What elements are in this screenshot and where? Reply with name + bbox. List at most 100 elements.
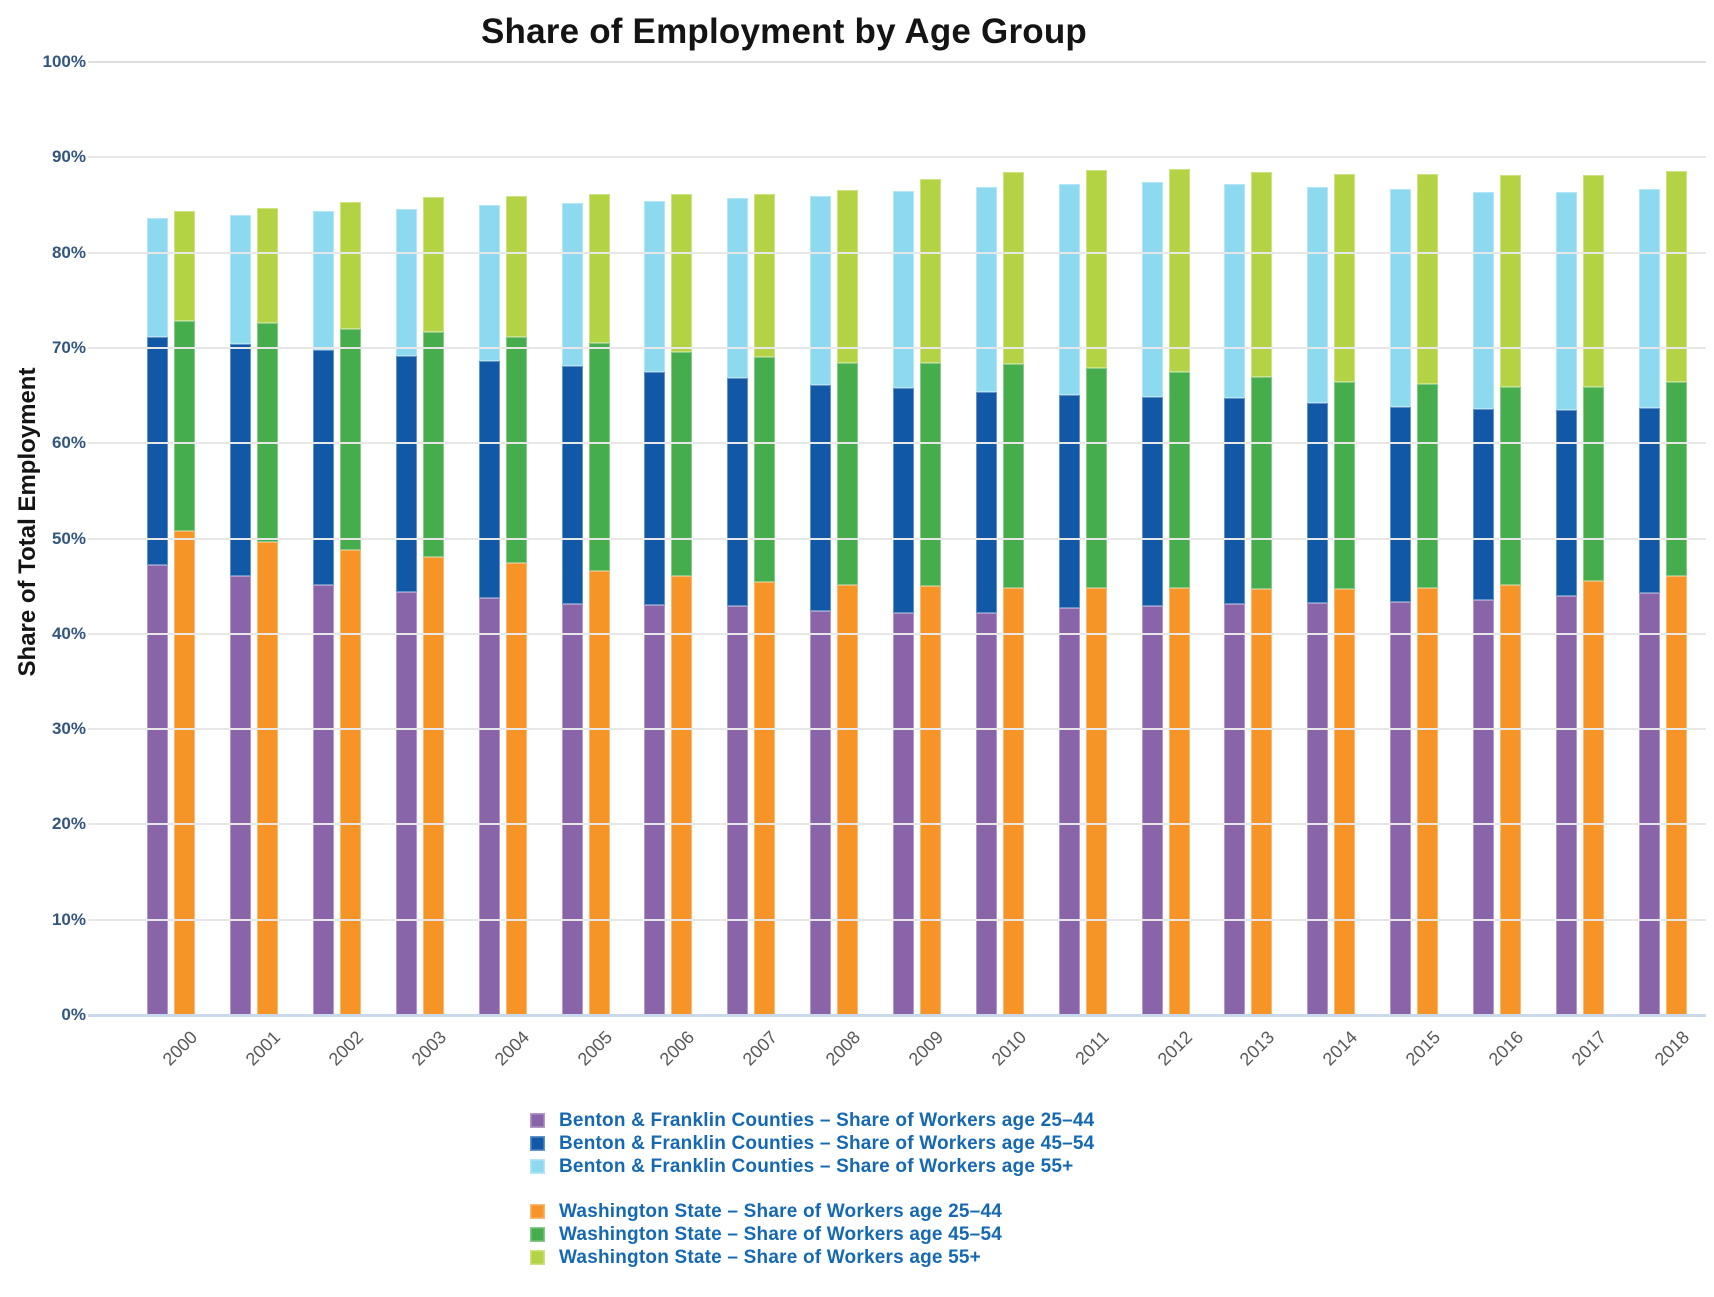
bar-segment (1251, 589, 1273, 1015)
bar-segment (1141, 606, 1163, 1015)
bar-segment (1002, 171, 1024, 365)
bar-segment (478, 204, 500, 362)
stacked-bar-benton-2014 (1307, 62, 1329, 1015)
bar-segment (561, 366, 583, 605)
plot-area: 2000 2001 2002 2003 2004 2005 2006 2007 2008 2009… (43, 52, 1706, 1069)
y-tick-label: 0% (61, 1005, 86, 1024)
bar-segment (395, 591, 417, 1015)
bar-segment (561, 604, 583, 1015)
bar-segment (644, 371, 666, 606)
bar-segment (1334, 589, 1356, 1015)
bar-segment (422, 556, 444, 1015)
stacked-bar-benton-2007 (727, 62, 749, 1015)
bar-segment (147, 337, 169, 566)
bar-segment (147, 565, 169, 1015)
legend-label: Benton & Franklin Counties – Share of Wo… (559, 1109, 1095, 1131)
gridline-10 (88, 918, 1706, 921)
bar-segment (1307, 186, 1329, 404)
bar-cluster-2000: 2000 (130, 62, 213, 1069)
bar-segment (1417, 173, 1439, 385)
bar-segment (588, 343, 610, 571)
legend: Benton & Franklin Counties – Share of Wo… (530, 1110, 1094, 1292)
bar-segment (810, 385, 832, 611)
legend-label: Benton & Franklin Counties – Share of Wo… (559, 1132, 1095, 1154)
bar-segment (422, 197, 444, 332)
bar-cluster-2011: 2011 (1041, 62, 1124, 1069)
bar-segment (1251, 171, 1273, 378)
bar-segment (1499, 175, 1521, 387)
bar-segment (340, 202, 362, 329)
bar-segment (1224, 398, 1246, 605)
bar-segment (1058, 394, 1080, 609)
bar-segment (1638, 188, 1660, 408)
stacked-bar-benton-2011 (1058, 62, 1080, 1015)
bar-cluster-2013: 2013 (1207, 62, 1290, 1069)
bar-segment (1390, 407, 1412, 603)
bar-segment (230, 575, 252, 1015)
bar-cluster-2005: 2005 (544, 62, 627, 1069)
y-tick-label: 10% (51, 909, 86, 929)
legend-item: Washington State – Share of Workers age … (530, 1224, 1094, 1245)
gridline-70 (88, 346, 1706, 349)
bars-row: 2000 2001 2002 2003 2004 2005 2006 2007 2008 2009… (130, 62, 1704, 1069)
y-tick-label: 80% (51, 242, 86, 262)
bar-cluster-2018: 2018 (1621, 62, 1704, 1069)
legend-label: Benton & Franklin Counties – Share of Wo… (559, 1155, 1074, 1177)
bar-segment (1307, 403, 1329, 604)
bar-segment (1141, 182, 1163, 397)
gridline-100 (88, 61, 1706, 63)
bar-segment (1582, 175, 1604, 387)
legend-item: Washington State – Share of Workers age … (530, 1201, 1094, 1222)
bar-cluster-2007: 2007 (710, 62, 793, 1069)
bar-segment (1417, 384, 1439, 589)
stacked-bar-washington-2013 (1251, 62, 1273, 1015)
legend-item: Benton & Franklin Counties – Share of Wo… (530, 1133, 1094, 1154)
bar-cluster-2002: 2002 (296, 62, 379, 1069)
y-tick-label: 100% (42, 52, 86, 71)
stacked-bar-benton-2017 (1555, 62, 1577, 1015)
stacked-bar-washington-2009 (920, 62, 942, 1015)
stacked-bar-benton-2018 (1638, 62, 1660, 1015)
stacked-bar-benton-2013 (1224, 62, 1246, 1015)
bar-segment (1168, 371, 1190, 589)
bar-segment (395, 355, 417, 592)
bar-segment (1002, 364, 1024, 589)
bar-segment (174, 321, 196, 531)
bar-segment (174, 210, 196, 322)
legend-item: Washington State – Share of Workers age … (530, 1247, 1094, 1268)
stacked-bar-benton-2002 (313, 62, 335, 1015)
bar-segment (230, 344, 252, 576)
gridline-20 (88, 823, 1706, 826)
bar-segment (340, 328, 362, 550)
bar-segment (1085, 169, 1107, 368)
bar-cluster-2015: 2015 (1373, 62, 1456, 1069)
legend-item: Benton & Franklin Counties – Share of Wo… (530, 1110, 1094, 1131)
bar-segment (1334, 173, 1356, 383)
bar-segment (837, 363, 859, 586)
bar-segment (1665, 382, 1687, 576)
bar-segment (671, 575, 693, 1015)
bar-segment (1002, 588, 1024, 1015)
bar-segment (920, 363, 942, 587)
bar-segment (837, 189, 859, 364)
bar-segment (505, 563, 527, 1015)
bar-cluster-2010: 2010 (958, 62, 1041, 1069)
bar-cluster-2012: 2012 (1124, 62, 1207, 1069)
bar-cluster-2001: 2001 (213, 62, 296, 1069)
bar-segment (920, 179, 942, 364)
bar-segment (1638, 592, 1660, 1015)
bar-segment (395, 208, 417, 356)
legend-group: Washington State – Share of Workers age … (530, 1201, 1094, 1268)
bar-cluster-2017: 2017 (1538, 62, 1621, 1069)
legend-swatch-icon (530, 1227, 545, 1242)
gridline-90 (88, 156, 1706, 159)
bar-segment (1638, 407, 1660, 593)
bar-segment (1168, 588, 1190, 1015)
bar-segment (1334, 382, 1356, 590)
bar-segment (1472, 191, 1494, 409)
bar-segment (975, 612, 997, 1015)
stacked-bar-benton-2003 (395, 62, 417, 1015)
bar-segment (478, 361, 500, 598)
bar-segment (893, 190, 915, 388)
stacked-bar-benton-2016 (1472, 62, 1494, 1015)
